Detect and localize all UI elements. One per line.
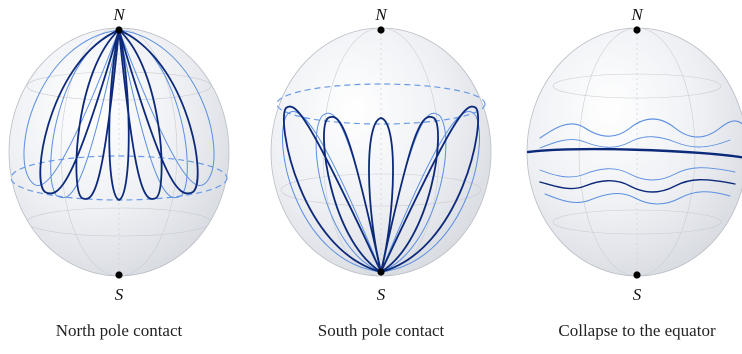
south-pole-label: S [115,285,124,304]
equator-dashed-circle [276,83,486,125]
panel-south-pole-contact: N S South pole contact [270,5,492,340]
north-pole-dot [633,26,641,34]
panel-collapse-to-equator: N S Collapse to the equator [526,5,742,340]
caption-south-pole-contact: South pole contact [318,321,445,340]
caption-collapse-to-equator: Collapse to the equator [558,321,716,340]
panel-north-pole-contact: N S North pole contact [8,5,230,340]
south-pole-dot [115,271,123,279]
caption-north-pole-contact: North pole contact [56,321,183,340]
north-pole-dot [377,26,385,34]
collapse-curves [527,118,742,205]
south-pole-label: S [377,285,386,304]
sphere [526,27,742,277]
south-pole-dot [377,268,385,276]
north-pole-label: N [112,5,126,24]
north-pole-dot [115,26,123,34]
contact-curves [282,105,480,273]
north-pole-label: N [374,5,388,24]
south-pole-dot [633,271,641,279]
north-pole-label: N [630,5,644,24]
south-pole-label: S [633,285,642,304]
contact-curves [23,29,215,201]
